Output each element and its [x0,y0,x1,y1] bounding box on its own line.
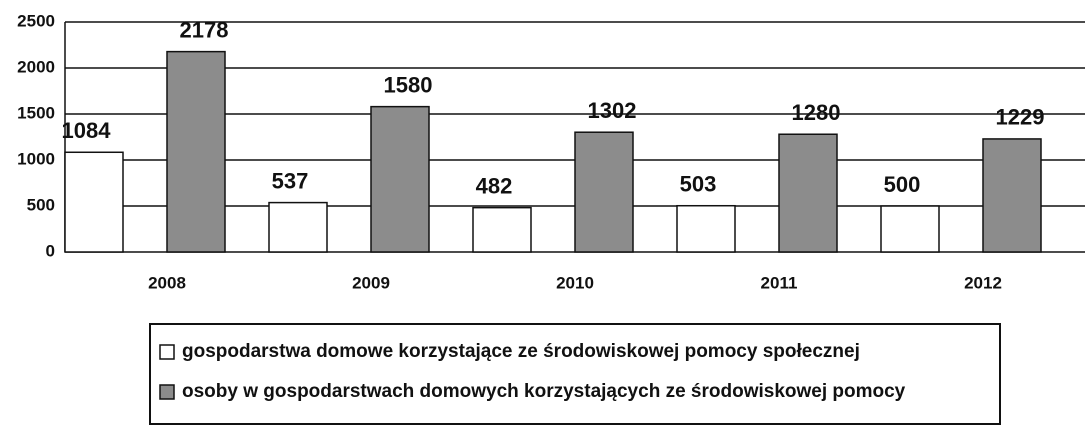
y-tick-label: 1000 [17,149,55,168]
legend-swatch [159,384,175,400]
legend-swatch [159,344,175,360]
y-tick-label: 1500 [17,103,55,122]
legend-label: gospodarstwa domowe korzystające ze środ… [182,341,860,362]
x-tick-label: 2009 [352,273,390,292]
y-tick-label: 2500 [17,11,55,30]
value-label: 1229 [996,105,1045,130]
x-tick-label: 2011 [761,273,798,292]
value-label: 2178 [180,17,229,42]
value-label: 482 [476,173,513,198]
y-tick-label: 2000 [17,57,55,76]
bar [676,204,736,253]
value-label: 537 [272,168,309,193]
x-tick-label: 2008 [148,273,186,292]
bar [982,138,1042,253]
bar [370,105,430,253]
x-tick-label: 2012 [964,273,1002,292]
bar [778,133,838,253]
y-tick-label: 500 [27,195,55,214]
value-label: 500 [884,172,921,197]
bar [268,201,328,253]
x-tick-label: 2010 [556,273,594,292]
value-label: 1280 [792,100,841,125]
bar [472,206,532,253]
value-label: 503 [680,172,717,197]
bar [574,131,634,253]
legend-box [149,323,1001,425]
bar [880,205,940,253]
bar [166,50,226,253]
value-label: 1580 [384,72,433,97]
legend-label: osoby w gospodarstwach domowych korzysta… [182,381,906,402]
value-label: 1084 [62,118,112,143]
bar [64,151,124,253]
y-tick-label: 0 [46,241,55,260]
value-label: 1302 [588,98,637,123]
